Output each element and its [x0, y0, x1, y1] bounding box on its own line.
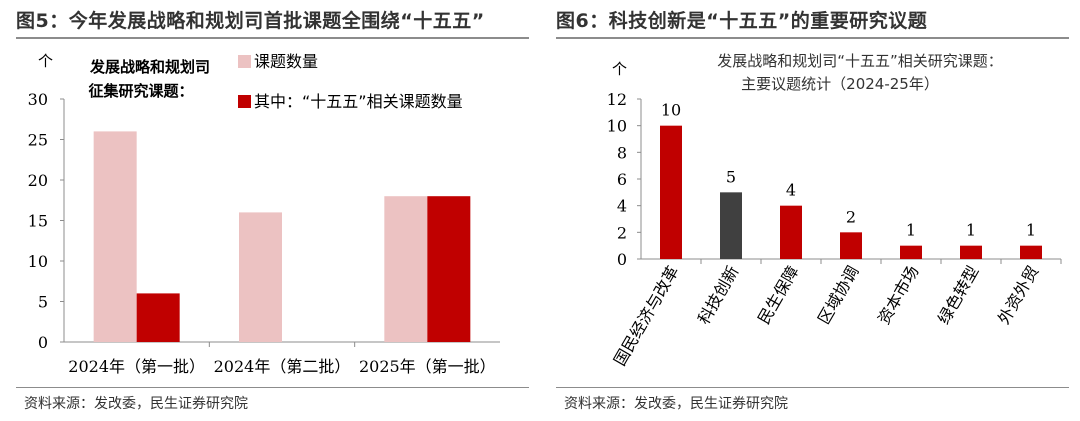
- figure5-title: 图5：今年发展战略和规划司首批课题全围绕“十五五”: [16, 10, 485, 32]
- legend-label-total: 课题数量: [254, 52, 318, 71]
- chart-title-line-2: 主要议题统计（2024-25年）: [741, 75, 939, 93]
- y-tick-label: 20: [28, 171, 48, 190]
- figure6-title: 图6：科技创新是“十五五”的重要研究议题: [556, 10, 928, 32]
- x-tick-label: 科技创新: [694, 263, 742, 328]
- data-label: 2: [846, 207, 856, 226]
- figure5-chart: 0 5 10 15 20 25 30 个 2024年（第一批） 2024年（第二批） 2025年（第…: [28, 52, 500, 376]
- figure5-source: 资料来源：发改委，民生证券研究院: [24, 396, 248, 412]
- bar: [900, 245, 922, 259]
- bar-shiwuwu: [427, 196, 471, 342]
- bar-total: [239, 212, 282, 342]
- legend-label-shiwuwu: 其中：“十五五”相关课题数量: [254, 92, 463, 111]
- x-tick-label: 2024年（第一批）: [68, 357, 205, 376]
- data-label: 5: [726, 167, 736, 186]
- y-tick-label: 2: [617, 223, 627, 242]
- bar-total: [93, 131, 137, 342]
- bar-shiwuwu: [136, 293, 180, 342]
- y-axis-label: 个: [612, 60, 627, 78]
- y-tick-label: 10: [28, 252, 48, 271]
- x-tick-label: 外资外贸: [994, 263, 1042, 328]
- figure6-bottom-rule: [556, 387, 1069, 388]
- data-label: 1: [906, 221, 916, 240]
- y-tick-label: 30: [28, 90, 48, 109]
- y-tick-label: 0: [38, 333, 48, 352]
- x-tick-label: 民生保障: [754, 263, 802, 328]
- chart-title-line-2: 征集研究课题：: [88, 82, 193, 100]
- y-tick-label: 12: [607, 90, 627, 109]
- y-tick-label: 5: [38, 293, 48, 312]
- data-label: 1: [1026, 221, 1036, 240]
- x-tick-label: 区域协调: [814, 263, 862, 328]
- data-label: 4: [786, 181, 796, 200]
- bar: [720, 192, 742, 259]
- x-tick-label: 资本市场: [874, 263, 922, 328]
- y-axis-label: 个: [38, 52, 53, 70]
- figure5-panel: 图5：今年发展战略和规划司首批课题全围绕“十五五” 0 5 10 15 20 25 30 个 2…: [16, 10, 529, 412]
- x-tick-label: 绿色转型: [934, 263, 982, 328]
- y-tick-label: 15: [28, 212, 48, 231]
- bar: [960, 245, 982, 259]
- figure5-bottom-rule: [16, 387, 529, 388]
- bar-total: [384, 196, 428, 342]
- figure6-top-rule: [556, 37, 1069, 39]
- y-tick-label: 0: [617, 250, 627, 269]
- data-label: 10: [661, 101, 681, 120]
- x-tick-label: 2025年（第一批）: [359, 357, 496, 376]
- x-tick-label: 2024年（第二批）: [214, 357, 351, 376]
- y-tick-label: 25: [28, 131, 48, 150]
- bar: [660, 125, 682, 260]
- bar: [780, 205, 802, 259]
- y-tick-label: 10: [607, 117, 627, 136]
- y-tick-label: 6: [617, 170, 627, 189]
- figure5-top-rule: [16, 37, 529, 39]
- y-tick-label: 4: [617, 197, 627, 216]
- figure6-panel: 图6：科技创新是“十五五”的重要研究议题 0 2 4 6 8 10 12 个发展战略和规划司“…: [540, 0, 1080, 421]
- legend-swatch-total: [238, 55, 251, 68]
- figure6-source: 资料来源：发改委，民生证券研究院: [564, 396, 788, 412]
- x-tick-label: 国民经济与改革: [610, 263, 682, 370]
- legend-swatch-shiwuwu: [238, 95, 251, 108]
- chart-title-line-1: 发展战略和规划司: [89, 58, 210, 76]
- chart-title-line-1: 发展战略和规划司“十五五”相关研究课题：: [717, 52, 1003, 70]
- bar: [1020, 245, 1042, 259]
- bar: [840, 232, 862, 259]
- y-tick-label: 8: [617, 143, 627, 162]
- data-label: 1: [966, 221, 976, 240]
